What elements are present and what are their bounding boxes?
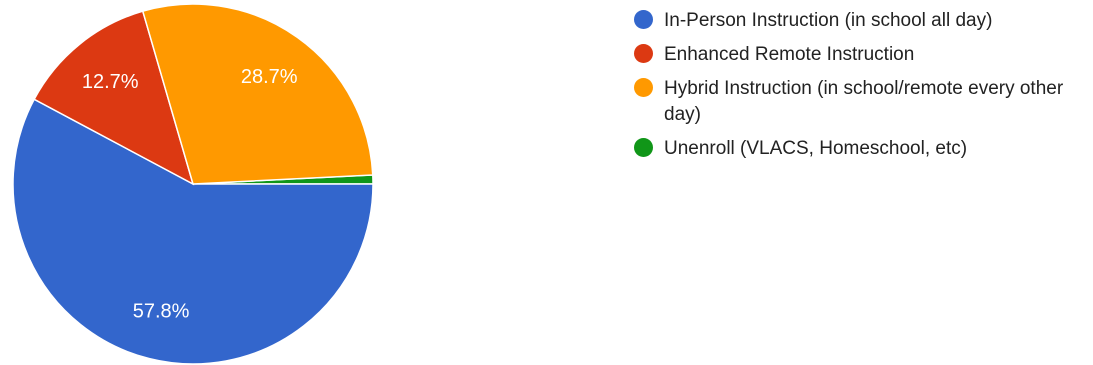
legend-swatch-icon xyxy=(634,138,653,157)
pie-slice xyxy=(12,98,374,365)
legend-item: Hybrid Instruction (in school/remote eve… xyxy=(634,76,1089,128)
slice-value-label: 12.7% xyxy=(82,71,139,93)
legend-label: Hybrid Instruction (in school/remote eve… xyxy=(664,78,1064,125)
legend-swatch-icon xyxy=(634,10,653,29)
pie-slice xyxy=(33,10,195,186)
legend-item: Enhanced Remote Instruction xyxy=(634,42,1089,68)
legend-label: Unenroll (VLACS, Homeschool, etc) xyxy=(664,138,968,159)
legend-swatch-icon xyxy=(634,44,653,63)
pie-slice xyxy=(141,3,374,185)
chart-legend: In-Person Instruction (in school all day… xyxy=(634,8,1089,170)
legend-label: In-Person Instruction (in school all day… xyxy=(664,10,993,31)
legend-label: Enhanced Remote Instruction xyxy=(664,44,915,65)
slice-value-label: 28.7% xyxy=(241,66,298,88)
legend-item: Unenroll (VLACS, Homeschool, etc) xyxy=(634,136,1089,162)
legend-item: In-Person Instruction (in school all day… xyxy=(634,8,1089,34)
legend-swatch-icon xyxy=(634,78,653,97)
slice-value-label: 57.8% xyxy=(133,300,190,322)
